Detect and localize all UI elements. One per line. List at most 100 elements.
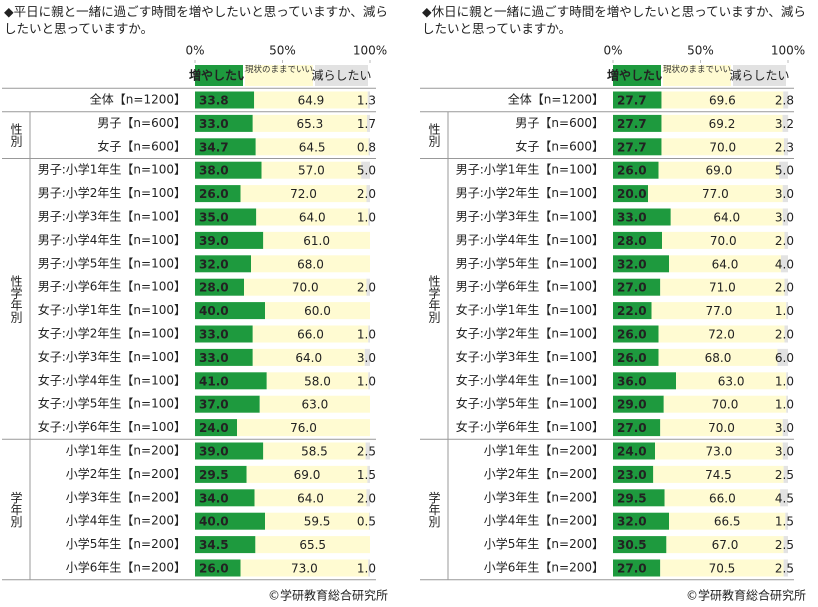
value-label: 6.0 (775, 351, 794, 365)
value-label: 33.0 (199, 328, 229, 342)
value-label: 3.0 (775, 421, 794, 435)
bar-segment (782, 114, 789, 132)
bar-segment (244, 278, 367, 296)
value-label: 63.0 (718, 374, 745, 388)
bar-segment (786, 372, 788, 390)
bar-segment (255, 138, 369, 156)
x-tick-label: 0% (185, 44, 204, 58)
legend-swatch (613, 65, 661, 86)
value-label: 37.0 (199, 398, 229, 412)
value-label: 70.0 (710, 234, 737, 248)
bar-segment (195, 91, 255, 109)
value-label: 2.0 (775, 281, 794, 295)
value-label: 68.0 (705, 351, 732, 365)
category-label: 女子【n=600】 (515, 138, 604, 153)
bar-segment (661, 114, 783, 132)
value-label: 4.5 (775, 491, 794, 505)
value-label: 66.0 (709, 491, 736, 505)
bar-segment (195, 512, 265, 530)
category-label: 男子:小学1年生【n=100】 (456, 162, 604, 177)
bar-segment (368, 372, 370, 390)
bar-segment (254, 91, 368, 109)
source: ©学研教育総合研究所 (268, 588, 388, 603)
bar-segment (613, 465, 654, 483)
value-label: 34.5 (199, 538, 229, 552)
bar-segment (782, 185, 788, 203)
value-label: 20.0 (617, 187, 647, 201)
value-label: 70.0 (712, 398, 739, 412)
value-label: 23.0 (617, 468, 647, 482)
bar-segment (783, 138, 788, 156)
legend-label: 減らしたい (729, 68, 789, 83)
category-label: 女子:小学4年生【n=100】 (456, 372, 604, 387)
chart-title: ◆休日に親と一緒に過ごす時間を増やしたいと思っていますか、減らしたいと思っていま… (422, 4, 806, 36)
value-label: 32.0 (199, 257, 229, 271)
category-label: 小学6年生【n=200】 (66, 560, 186, 575)
legend-label: 増やしたい (607, 68, 667, 83)
bar-segment (660, 559, 784, 577)
bar-segment (785, 512, 788, 530)
value-label: 66.5 (714, 515, 741, 529)
legend-label: 減らしたい (311, 68, 371, 83)
bar-segment (366, 278, 370, 296)
bar-segment (195, 442, 264, 460)
legend-swatch (195, 65, 243, 86)
bar-segment (240, 559, 369, 577)
group-label: 性学年別 (427, 274, 441, 323)
value-label: 28.0 (199, 281, 229, 295)
bar-segment (658, 348, 778, 366)
legend-label: 増やしたい (189, 68, 249, 83)
bar-segment (367, 465, 370, 483)
value-label: 73.0 (706, 445, 733, 459)
category-label: 男子:小学2年生【n=100】 (38, 185, 186, 200)
value-label: 29.0 (617, 398, 647, 412)
bar-segment (195, 348, 253, 366)
value-label: 38.0 (199, 164, 229, 178)
value-label: 26.0 (199, 562, 229, 576)
value-label: 1.0 (775, 374, 794, 388)
bar-segment (613, 138, 662, 156)
value-label: 65.3 (297, 117, 324, 131)
bar-segment (195, 231, 264, 249)
source: ©学研教育総合研究所 (686, 588, 806, 603)
bar-segment (777, 348, 788, 366)
bar-segment (786, 395, 788, 413)
bar-segment (365, 442, 370, 460)
value-label: 5.0 (775, 164, 794, 178)
bar-segment (783, 91, 789, 109)
value-label: 64.0 (297, 491, 324, 505)
legend-swatch (733, 65, 786, 86)
value-label: 58.5 (301, 445, 328, 459)
bar-segment (246, 465, 368, 483)
category-label: 女子:小学1年生【n=100】 (38, 302, 186, 317)
bar-segment (613, 161, 659, 179)
value-label: 70.0 (709, 140, 736, 154)
bar-segment (613, 185, 648, 203)
value-label: 59.5 (304, 515, 331, 529)
value-label: 60.0 (304, 304, 331, 318)
value-label: 65.5 (299, 538, 326, 552)
bar-segment (613, 231, 662, 249)
category-label: 男子【n=600】 (97, 116, 186, 130)
bar-segment (661, 91, 784, 109)
bar-segment (613, 512, 669, 530)
bar-segment (613, 302, 652, 320)
bar-segment (195, 138, 256, 156)
value-label: 29.5 (199, 468, 229, 482)
value-label: 1.5 (775, 515, 794, 529)
category-label: 小学4年生【n=200】 (484, 513, 604, 528)
legend-label: 現状のままでいい (663, 65, 732, 75)
bar-segment (613, 536, 667, 554)
bar-segment (367, 91, 370, 109)
value-label: 2.5 (357, 445, 376, 459)
value-label: 2.0 (775, 328, 794, 342)
value-label: 1.0 (775, 304, 794, 318)
value-label: 77.0 (706, 304, 733, 318)
bar-segment (784, 325, 788, 343)
x-tick-label: 50% (687, 44, 714, 58)
value-label: 27.7 (617, 94, 647, 108)
bar-segment (670, 208, 783, 226)
bar-segment (259, 395, 370, 413)
